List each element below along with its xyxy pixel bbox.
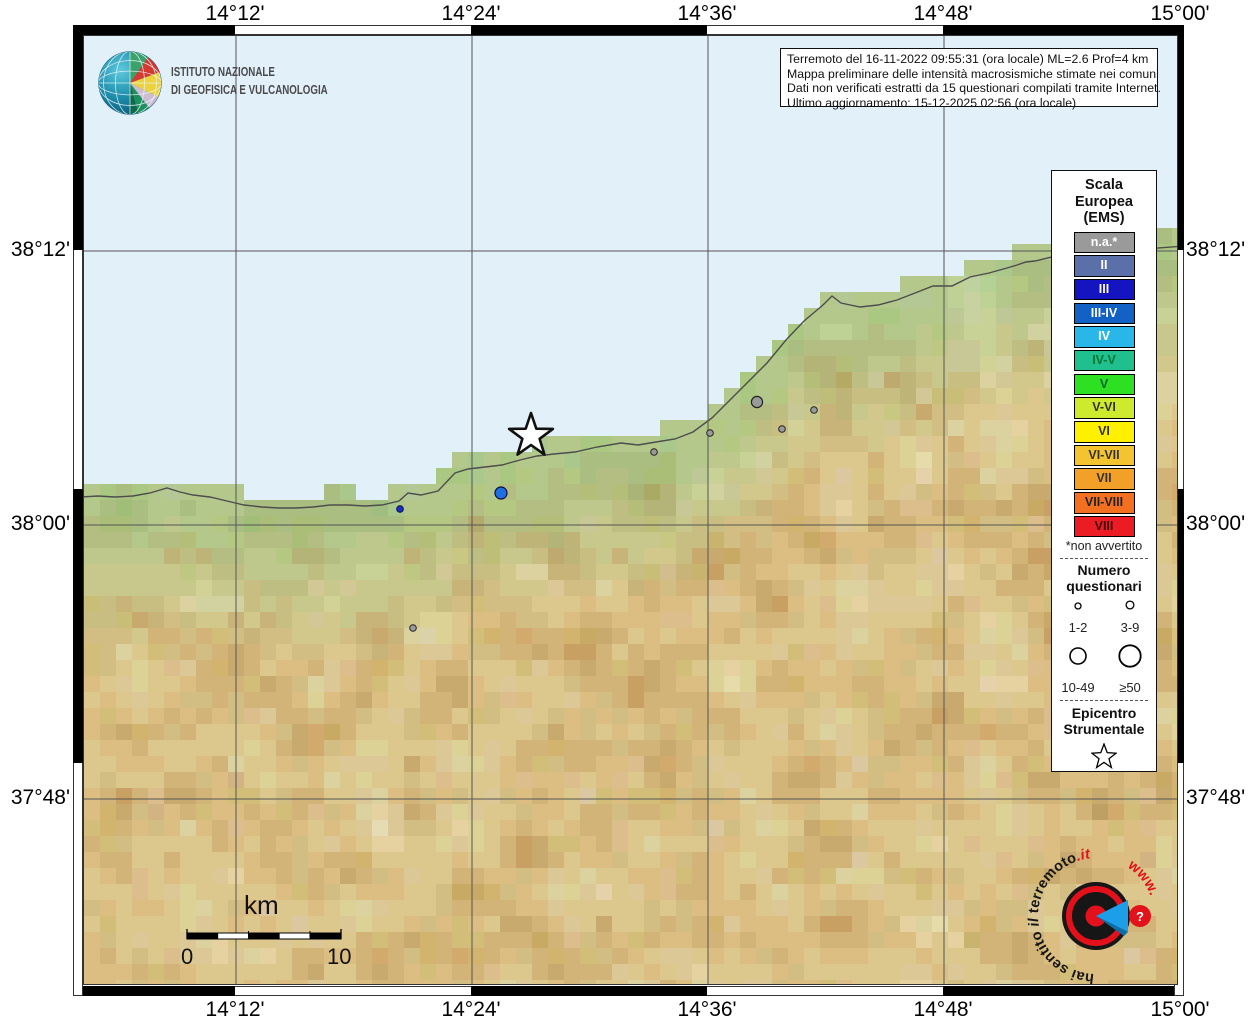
svg-text:www.: www. (1124, 857, 1162, 898)
svg-text:?: ? (1136, 909, 1144, 924)
